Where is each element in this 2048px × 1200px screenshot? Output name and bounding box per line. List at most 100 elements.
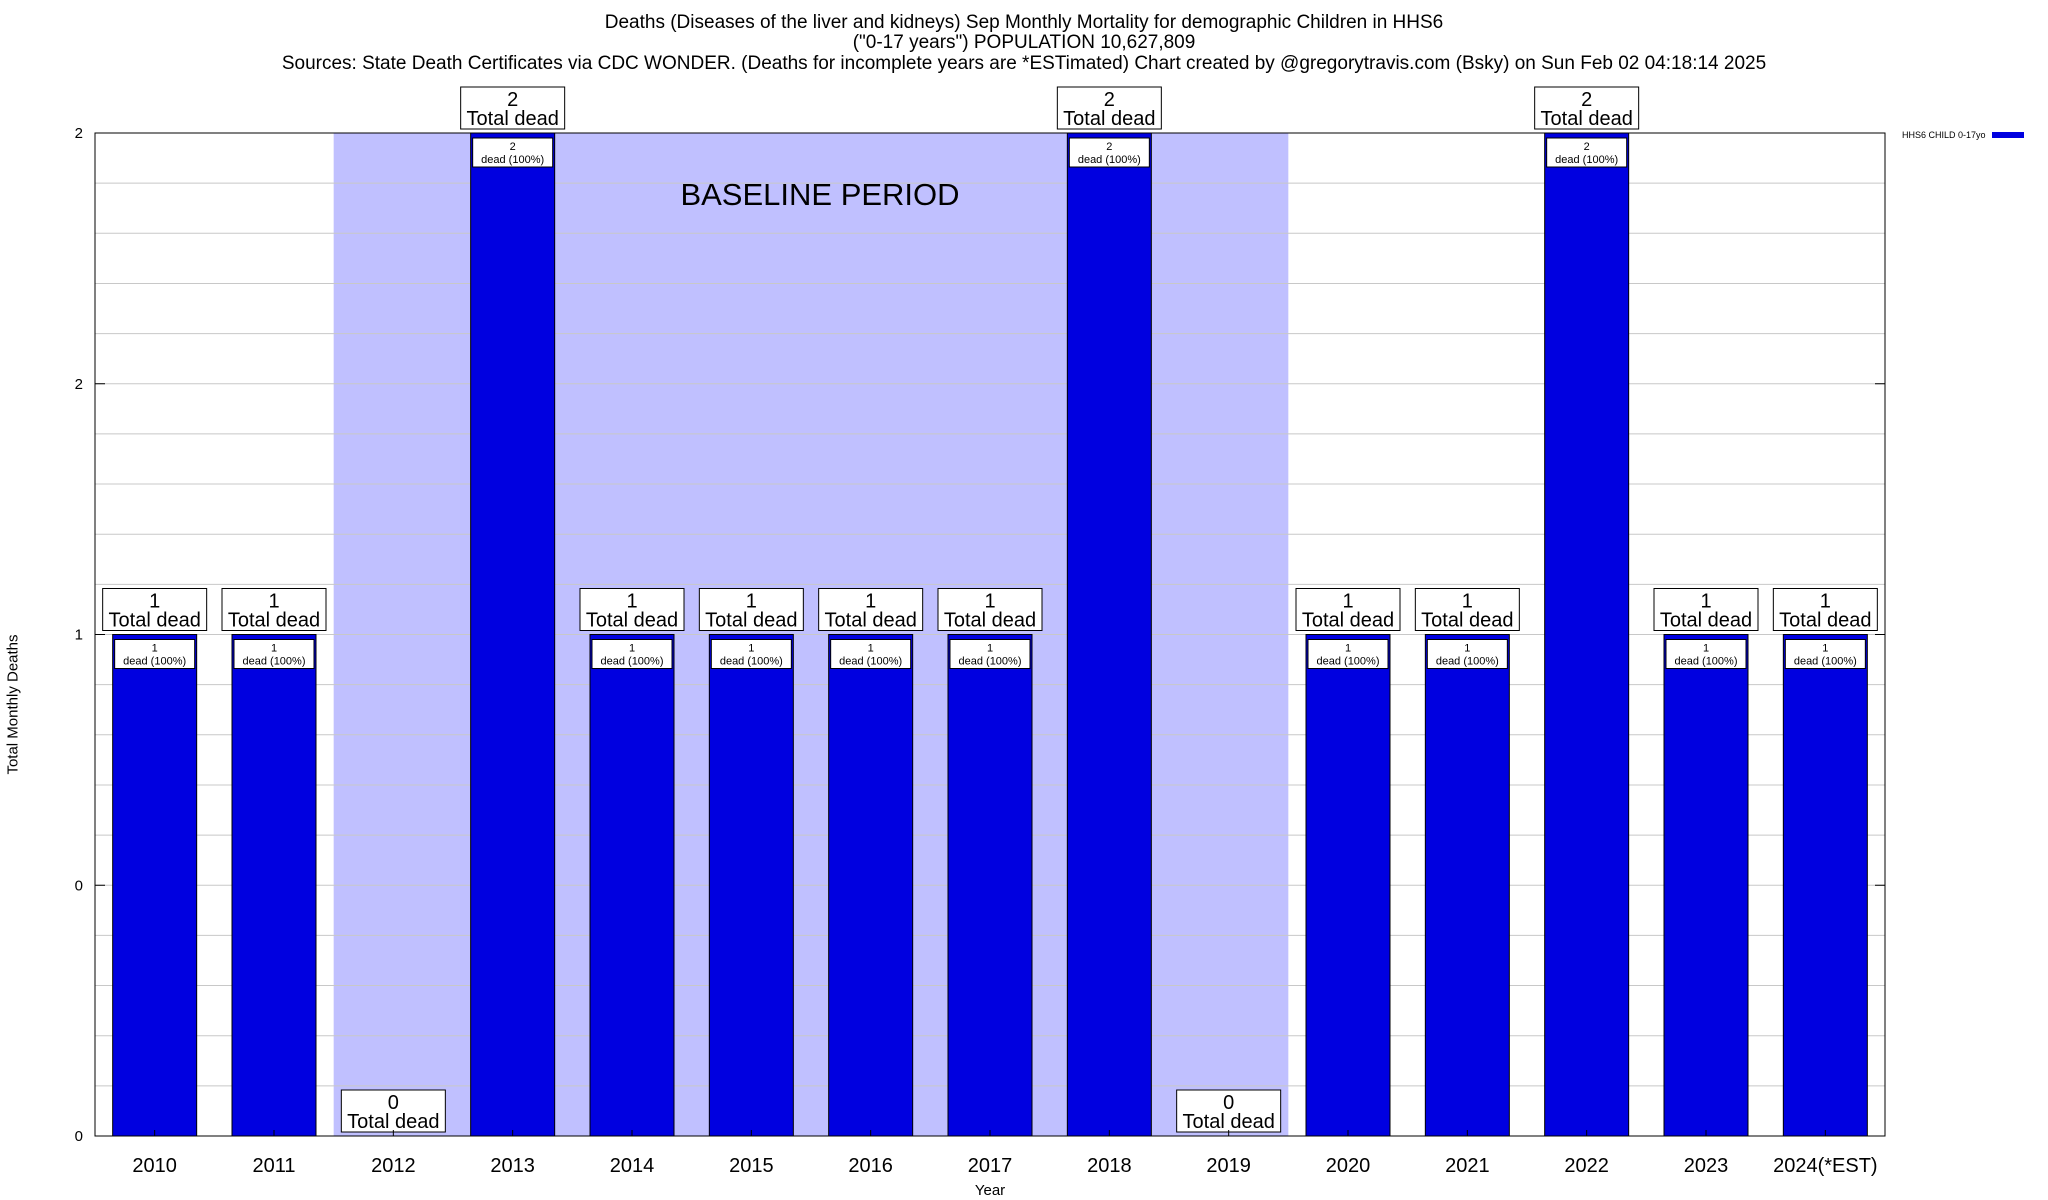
y-tick-label: 1 — [75, 627, 83, 644]
bar-label-percent: dead (100%) — [1675, 656, 1738, 668]
bar-label-count: 1 — [868, 643, 874, 655]
x-tick-label: 2024(*EST) — [1773, 1155, 1878, 1177]
total-label-text: Total dead — [347, 1111, 439, 1133]
bar-label-box — [1426, 639, 1508, 669]
total-label-count: 1 — [1820, 591, 1831, 613]
total-label-box — [1056, 86, 1162, 130]
chart-title-line-1: Deaths (Diseases of the liver and kidney… — [604, 12, 1444, 33]
bar-2017 — [947, 634, 1033, 1137]
bar-label-box — [1307, 639, 1389, 669]
bar-label-percent: dead (100%) — [1078, 154, 1141, 166]
bar-label-count: 2 — [510, 141, 516, 153]
total-label-count: 1 — [626, 591, 637, 613]
x-tick-label: 2019 — [1206, 1155, 1251, 1177]
bar-label-box — [233, 639, 315, 669]
x-tick-label: 2013 — [490, 1155, 535, 1177]
y-tick-label: 0 — [75, 1128, 83, 1145]
total-label-count: 1 — [268, 591, 279, 613]
total-label-text: Total dead — [1063, 108, 1155, 130]
bar-label-count: 1 — [1464, 643, 1470, 655]
total-label-count: 0 — [388, 1092, 399, 1114]
total-label-box — [579, 588, 685, 631]
total-label-box — [937, 588, 1043, 631]
total-label-box — [1295, 588, 1401, 631]
total-label-text: Total dead — [1779, 610, 1871, 632]
total-label-box — [698, 588, 804, 631]
bar-2014 — [589, 634, 675, 1137]
total-label-text: Total dead — [1183, 1111, 1275, 1133]
total-label-count: 1 — [1462, 591, 1473, 613]
x-tick-label: 2020 — [1326, 1155, 1371, 1177]
total-label-text: Total dead — [1660, 610, 1752, 632]
bar-2010 — [112, 634, 198, 1137]
bar-label-box — [1665, 639, 1747, 669]
bar-label-box — [949, 639, 1031, 669]
x-tick-label: 2012 — [371, 1155, 416, 1177]
total-label-text: Total dead — [1302, 610, 1394, 632]
total-label-box — [340, 1089, 446, 1133]
total-label-count: 1 — [746, 591, 757, 613]
total-label-box — [1534, 86, 1640, 130]
chart-title-line-2: ("0-17 years") POPULATION 10,627,809 — [852, 32, 1196, 53]
x-tick-label: 2015 — [729, 1155, 774, 1177]
total-label-text: Total dead — [109, 610, 201, 632]
bar-2022 — [1544, 132, 1630, 1137]
total-label-box — [1414, 588, 1520, 631]
bar-label-box — [591, 639, 673, 669]
bar-label-percent: dead (100%) — [839, 656, 902, 668]
bar-label-percent: dead (100%) — [720, 656, 783, 668]
bar-label-count: 1 — [748, 643, 754, 655]
bar-label-percent: dead (100%) — [601, 656, 664, 668]
bar-label-box — [472, 137, 554, 168]
bar-2018 — [1066, 132, 1152, 1137]
chart-title-line-3: Sources: State Death Certificates via CD… — [281, 53, 1767, 74]
total-label-text: Total dead — [228, 610, 320, 632]
y-tick-label: 2 — [75, 376, 83, 393]
x-axis-label: Year — [974, 1182, 1006, 1199]
x-tick-label: 2010 — [132, 1155, 177, 1177]
total-label-count: 1 — [865, 591, 876, 613]
total-label-text: Total dead — [705, 610, 797, 632]
bar-label-percent: dead (100%) — [1317, 656, 1380, 668]
bar-2020 — [1305, 634, 1391, 1137]
total-label-text: Total dead — [825, 610, 917, 632]
bar-label-box — [1546, 137, 1628, 168]
bar-label-count: 1 — [271, 643, 277, 655]
total-label-text: Total dead — [586, 610, 678, 632]
bar-label-count: 1 — [1345, 643, 1351, 655]
bar-label-percent: dead (100%) — [123, 656, 186, 668]
total-label-count: 1 — [1342, 591, 1353, 613]
bar-2015 — [708, 634, 794, 1137]
bar-2011 — [231, 634, 317, 1137]
bar-label-count: 1 — [1703, 643, 1709, 655]
legend-swatch — [1991, 132, 2024, 138]
bar-label-percent: dead (100%) — [1555, 154, 1618, 166]
legend: HHS6 CHILD 0-17yo — [1902, 130, 2024, 140]
bar-label-count: 1 — [1822, 643, 1828, 655]
bar-2023 — [1663, 634, 1749, 1137]
bar-label-count: 1 — [629, 643, 635, 655]
total-label-count: 0 — [1223, 1092, 1234, 1114]
bar-label-box — [114, 639, 196, 669]
baseline-period-label: BASELINE PERIOD — [680, 177, 959, 212]
x-tick-label: 2011 — [252, 1155, 295, 1177]
x-tick-label: 2023 — [1684, 1155, 1729, 1177]
total-label-count: 2 — [507, 89, 518, 111]
total-label-box — [818, 588, 924, 631]
total-label-box — [1653, 588, 1759, 631]
total-label-box — [460, 86, 566, 130]
bar-label-percent: dead (100%) — [1794, 656, 1857, 668]
total-label-count: 1 — [984, 591, 995, 613]
legend-label: HHS6 CHILD 0-17yo — [1902, 130, 1986, 140]
bar-2024(*EST) — [1782, 634, 1868, 1137]
x-tick-label: 2017 — [968, 1155, 1013, 1177]
bar-label-percent: dead (100%) — [481, 154, 544, 166]
total-label-count: 2 — [1104, 89, 1115, 111]
y-tick-label: 0 — [75, 877, 83, 894]
y-axis-label: Total Monthly Deaths — [4, 634, 22, 775]
total-label-count: 1 — [149, 591, 160, 613]
bar-label-percent: dead (100%) — [959, 656, 1022, 668]
bar-2021 — [1424, 634, 1510, 1137]
total-label-text: Total dead — [467, 108, 559, 130]
